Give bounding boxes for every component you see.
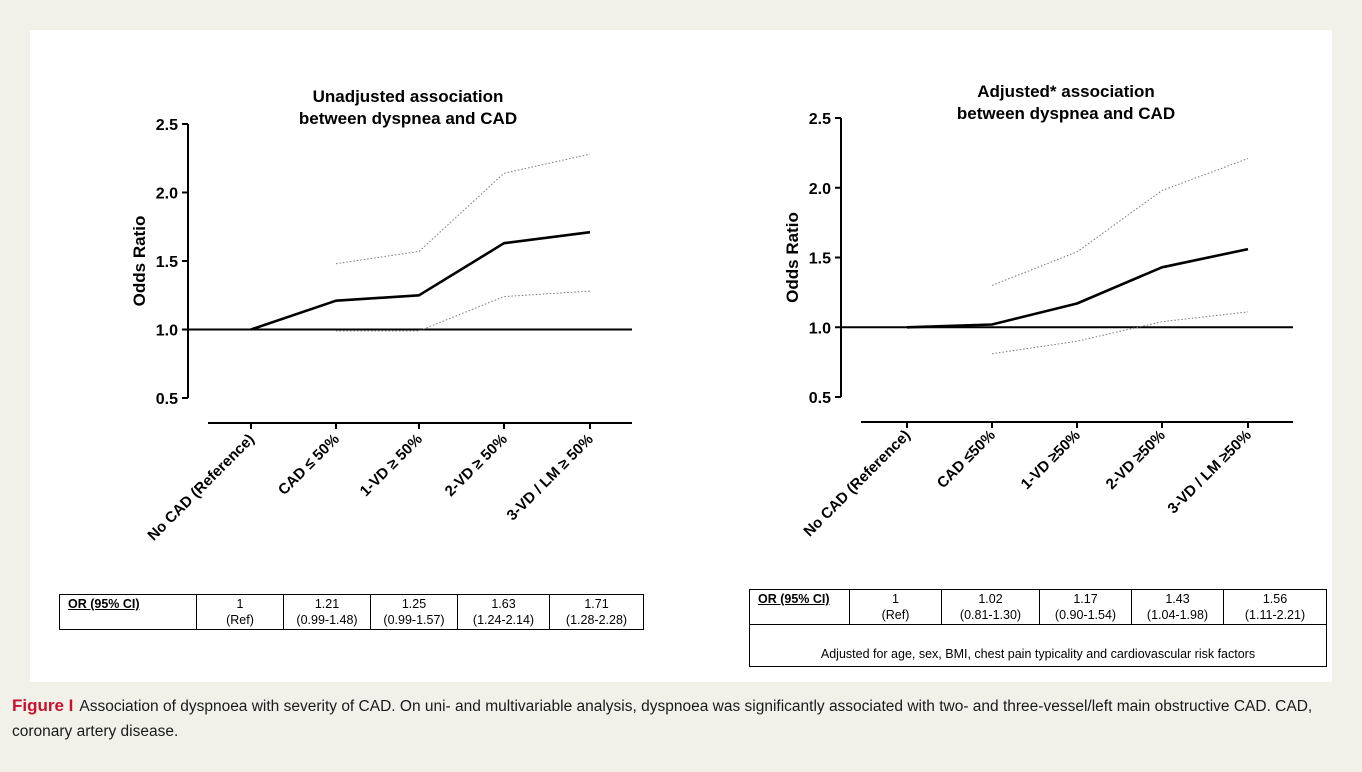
table-cell: 1.63 (1.24-2.14) — [457, 594, 550, 630]
ci-lower-line — [336, 290, 591, 332]
table-row: OR (95% CI) 1 (Ref) 1.02 (0.81-1.30) 1.17(… — [749, 589, 1327, 625]
table-cell: 1 (Ref) — [849, 589, 942, 625]
y-tick-label: 2.0 — [156, 186, 178, 203]
x-category-label: 2-VD ≥ 50% — [442, 431, 511, 500]
y-tick-label: 0.5 — [156, 391, 178, 408]
y-tick-label: 2.0 — [809, 181, 831, 198]
x-category-label: CAD ≤ 50% — [275, 431, 343, 499]
ci-lower-line — [991, 311, 1249, 355]
y-axis-label: Odds Ratio — [130, 216, 149, 307]
y-tick-label: 1.0 — [809, 320, 831, 337]
y-axis-label: Odds Ratio — [783, 212, 802, 303]
odds-ratio-line — [250, 230, 591, 331]
chart-title: Unadjusted association — [313, 87, 504, 106]
y-tick-label: 2.5 — [156, 117, 178, 134]
x-category-label: No CAD (Reference) — [144, 431, 257, 544]
table-footnote: Adjusted for age, sex, BMI, chest pain t… — [749, 624, 1327, 667]
x-category-label: CAD ≤50% — [934, 427, 999, 492]
x-category-label: 1-VD ≥50% — [1018, 427, 1084, 493]
table-header-cell: OR (95% CI) — [749, 589, 850, 625]
table-cell: 1.17 (0.90-1.54) — [1039, 589, 1132, 625]
odds-ratio-line — [906, 247, 1249, 329]
figure-caption: Figure I Association of dyspnoea with sev… — [12, 693, 1347, 744]
table-cell: 1.25 (0.99-1.57) — [370, 594, 458, 630]
figure-panel — [30, 30, 1332, 682]
y-tick-label: 1.5 — [156, 254, 178, 271]
table-cell: 1.21 (0.99-1.48) — [283, 594, 371, 630]
y-tick-label: 2.5 — [809, 111, 831, 128]
chart-title: Adjusted* association — [977, 82, 1155, 101]
table-cell: 1.43 (1.04-1.98) — [1131, 589, 1224, 625]
table-row: Adjusted for age, sex, BMI, chest pain t… — [749, 624, 1327, 667]
figure-charts: Unadjusted association between dyspnea an… — [130, 82, 1293, 544]
y-tick-label: 1.0 — [156, 323, 178, 340]
x-category-label: 3-VD / LM ≥ 50% — [504, 431, 597, 524]
y-tick-label: 0.5 — [809, 390, 831, 407]
or-table-adjusted: OR (95% CI) 1 (Ref) 1.02 (0.81-1.30) 1.17(… — [749, 589, 1327, 667]
x-category-label: 1-VD ≥ 50% — [357, 431, 426, 500]
or-table-unadjusted: OR (95% CI) 1 (Ref) 1.21 (0.99-1.48) 1.25(… — [59, 594, 644, 630]
table-cell: 1.02 (0.81-1.30) — [941, 589, 1040, 625]
chart-title: between dyspnea and CAD — [299, 109, 517, 128]
x-category-label: 2-VD ≥50% — [1103, 427, 1169, 493]
table-row: OR (95% CI) 1 (Ref) 1.21 (0.99-1.48) 1.25(… — [59, 594, 644, 630]
chart-title: between dyspnea and CAD — [957, 104, 1175, 123]
table-cell: 1.71 (1.28-2.28) — [549, 594, 644, 630]
figure-label: Figure I — [12, 696, 74, 715]
table-header-cell: OR (95% CI) — [59, 594, 197, 630]
ci-upper-line — [991, 158, 1249, 286]
table-cell: 1.56 (1.11-2.21) — [1223, 589, 1327, 625]
x-category-label: No CAD (Reference) — [800, 427, 913, 540]
x-category-label: 3-VD / LM ≥50% — [1164, 427, 1254, 517]
y-tick-label: 1.5 — [809, 251, 831, 268]
ci-upper-line — [335, 153, 591, 265]
caption-text: Association of dyspnoea with severity of… — [12, 698, 1313, 740]
table-cell: 1 (Ref) — [196, 594, 284, 630]
